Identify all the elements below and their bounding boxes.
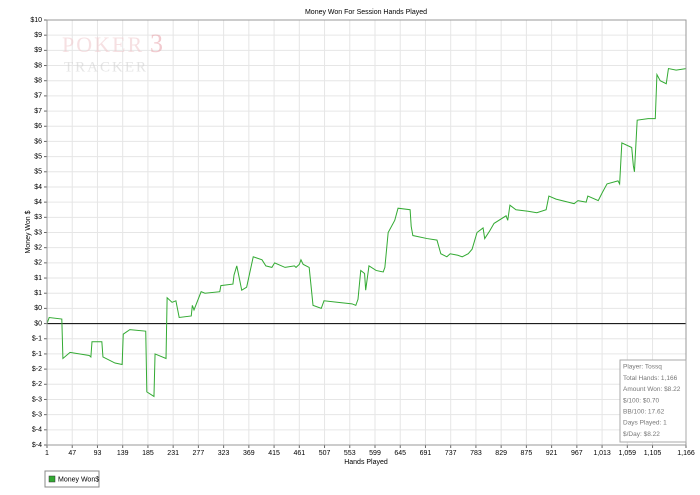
y-tick-label: $-1 <box>32 336 42 343</box>
y-tick-label: $4 <box>34 199 42 206</box>
info-line: Player: Tossq <box>623 364 662 371</box>
logo-bottom: TRACKER <box>64 59 148 75</box>
x-tick-label: 1,105 <box>644 450 662 457</box>
y-tick-label: $9 <box>34 47 42 54</box>
y-tick-label: $-1 <box>32 351 42 358</box>
legend-swatch <box>48 475 56 483</box>
y-tick-label: $-4 <box>32 427 42 434</box>
x-tick-label: 829 <box>495 450 507 457</box>
logo: POKER 3 TRACKER <box>62 29 163 75</box>
y-tick-label: $1 <box>34 290 42 297</box>
y-axis-label: Money Won $ <box>25 210 32 253</box>
x-tick-label: 323 <box>218 450 230 457</box>
y-tick-label: $-3 <box>32 396 42 403</box>
series-line <box>46 67 687 398</box>
x-tick-label: 921 <box>546 450 558 457</box>
x-tick-label: 737 <box>445 450 457 457</box>
x-tick-label: 1 <box>45 450 49 457</box>
info-line: $/Day: $8.22 <box>623 431 660 438</box>
x-tick-label: 415 <box>268 450 280 457</box>
y-tick-label: $7 <box>34 93 42 100</box>
info-line: BB/100: 17.62 <box>623 409 665 416</box>
y-tick-label: $-4 <box>32 442 42 449</box>
x-tick-label: 599 <box>369 450 381 457</box>
y-tick-label: $0 <box>34 305 42 312</box>
x-tick-label: 1,059 <box>619 450 637 457</box>
y-tick-label: $2 <box>34 260 42 267</box>
info-box: Player: Tossq Total Hands: 1,166 Amount Wo… <box>619 359 687 443</box>
x-tick-label: 461 <box>293 450 305 457</box>
legend: Money Won$ <box>44 470 100 488</box>
info-line: Total Hands: 1,166 <box>623 375 678 382</box>
y-tick-label: $1 <box>34 275 42 282</box>
x-tick-label: 47 <box>68 450 76 457</box>
y-tick-label: $0 <box>34 320 42 327</box>
y-tick-label: $7 <box>34 108 42 115</box>
plot-frame <box>46 19 687 446</box>
y-tick-label: $8 <box>34 78 42 85</box>
x-tick-label: 875 <box>521 450 533 457</box>
logo-top: POKER <box>62 32 144 57</box>
x-axis-label: Hands Played <box>344 459 388 466</box>
plot <box>46 67 687 398</box>
x-tick-label: 645 <box>394 450 406 457</box>
x-tick-label: 967 <box>571 450 583 457</box>
x-tick-label: 691 <box>420 450 432 457</box>
x-tick-label: 231 <box>167 450 179 457</box>
info-line: $/100: $0.70 <box>623 397 660 404</box>
y-tick-label: $2 <box>34 245 42 252</box>
y-tick-label: $10 <box>30 17 42 24</box>
info-frame <box>619 359 687 443</box>
y-tick-label: $-2 <box>32 381 42 388</box>
logo-mark: 3 <box>150 29 163 58</box>
legend-label: Money Won$ <box>58 476 99 483</box>
x-tick-label: 369 <box>243 450 255 457</box>
y-tick-label: $-2 <box>32 366 42 373</box>
y-tick-label: $6 <box>34 138 42 145</box>
x-tick-label: 1,166 <box>677 450 695 457</box>
x-tick-label: 185 <box>142 450 154 457</box>
y-tick-label: $-3 <box>32 411 42 418</box>
x-tick-label: 783 <box>470 450 482 457</box>
y-tick-label: $5 <box>34 153 42 160</box>
y-tick-label: $4 <box>34 184 42 191</box>
x-tick-label: 277 <box>193 450 205 457</box>
x-tick-label: 1,013 <box>593 450 611 457</box>
y-tick-label: $8 <box>34 62 42 69</box>
x-tick-label: 93 <box>94 450 102 457</box>
legend-frame <box>44 470 100 488</box>
y-tick-label: $3 <box>34 214 42 221</box>
info-line: Days Played: 1 <box>623 420 667 427</box>
y-tick-label: $5 <box>34 169 42 176</box>
chart-title: Money Won For Session Hands Played <box>305 9 427 16</box>
y-tick-label: $6 <box>34 123 42 130</box>
y-tick-label: $3 <box>34 229 42 236</box>
y-tick-label: $9 <box>34 32 42 39</box>
info-line: Amount Won: $8.22 <box>623 386 681 393</box>
x-tick-label: 553 <box>344 450 356 457</box>
x-tick-label: 139 <box>117 450 129 457</box>
x-tick-label: 507 <box>319 450 331 457</box>
